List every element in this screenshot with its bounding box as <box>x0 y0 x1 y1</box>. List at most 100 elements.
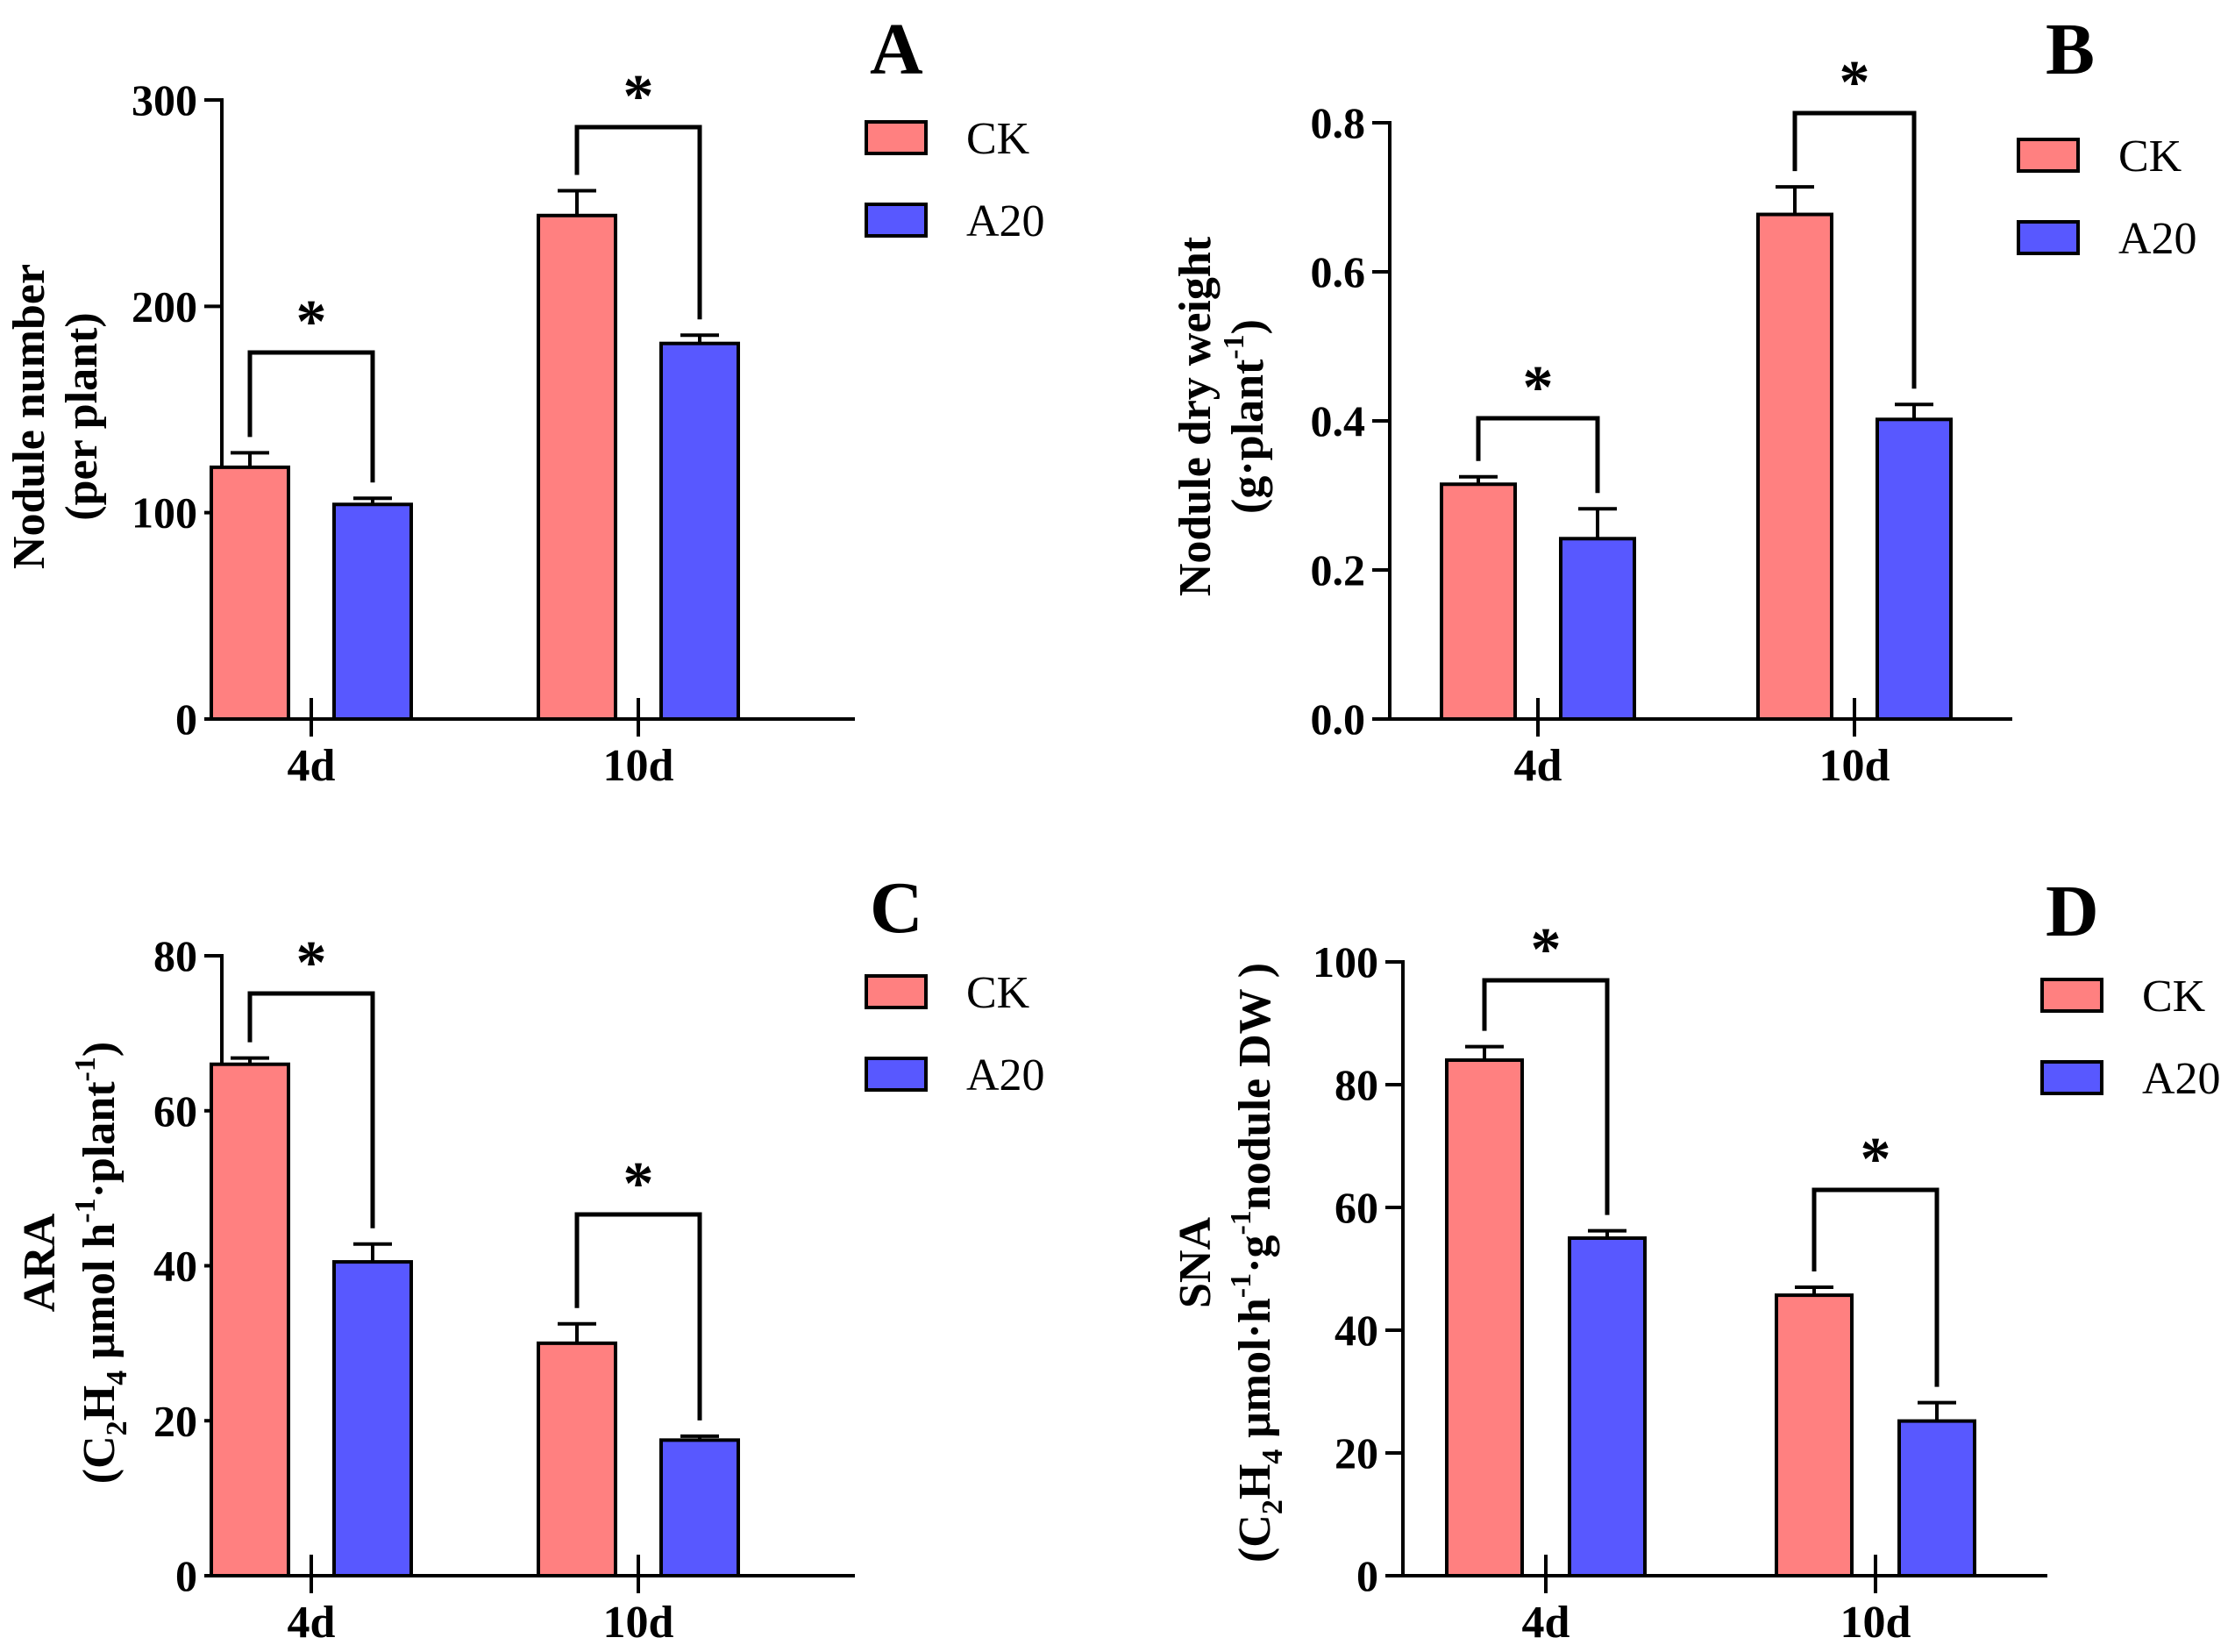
plot-area-d: 0 20 40 60 80 100 4d * 10d * CK A20 <box>1313 916 2221 1648</box>
y-tick-label: 20 <box>1335 1428 1378 1478</box>
panel-letter-d: D <box>2046 871 2099 952</box>
x-tick-label: 4d <box>288 741 336 791</box>
legend-label-ck: CK <box>966 968 1030 1018</box>
bar-a20 <box>332 502 413 722</box>
bar-a20 <box>1897 1419 1976 1577</box>
bar-a20 <box>1876 417 1953 721</box>
significance-bracket <box>574 1212 702 1421</box>
x-tick-label: 4d <box>288 1598 336 1648</box>
x-tick-label: 10d <box>1819 741 1890 791</box>
y-tick-label: 0.2 <box>1311 545 1366 595</box>
legend-swatch-ck <box>865 974 928 1009</box>
panel-letter-b: B <box>2046 9 2095 90</box>
legend-swatch-a20 <box>865 203 928 238</box>
y-tick-label: 80 <box>153 931 197 980</box>
bar-a20 <box>1568 1236 1647 1577</box>
y-tick-label: 0.4 <box>1311 396 1366 445</box>
plot-area-c: 0 20 40 60 80 4d * 10d * CK A20 <box>153 929 1045 1648</box>
x-tick-label: 4d <box>1514 741 1562 791</box>
y-tick-label: 60 <box>1335 1183 1378 1232</box>
bar-ck <box>537 1341 617 1577</box>
y-axis-title-d: SNA (C2H4 μmol·h-1·g-1nodule DW ) <box>1171 963 1289 1563</box>
legend-swatch-a20 <box>2017 220 2080 255</box>
y-tick-label: 100 <box>132 488 197 538</box>
legend-swatch-ck <box>2040 978 2103 1013</box>
y-tick-label: 100 <box>1313 937 1378 986</box>
y-tick-label: 60 <box>153 1086 197 1136</box>
significance-bracket <box>1811 1187 1940 1387</box>
x-tick-label: 10d <box>603 741 674 791</box>
legend-label-ck: CK <box>966 114 1030 164</box>
bar-ck <box>1775 1293 1854 1577</box>
y-tick-label: 200 <box>132 281 197 331</box>
y-axis-title-line2: (per plant) <box>57 312 107 520</box>
significance-bracket <box>1476 416 1600 494</box>
y-axis-title-a: Nodule number (per plant) <box>4 264 107 569</box>
significance-bracket <box>247 991 375 1228</box>
panel-d: D SNA (C2H4 μmol·h-1·g-1nodule DW ) 0 20 4… <box>1171 871 2221 1648</box>
y-tick-label: 80 <box>1335 1060 1378 1109</box>
y-axis-title-line2: (g·plant-1) <box>1218 319 1273 514</box>
legend-label-a20: A20 <box>2142 1054 2221 1104</box>
y-axis-title-line2: (C2H4 μmol·h-1·g-1nodule DW ) <box>1225 963 1289 1563</box>
panel-letter-a: A <box>870 9 923 90</box>
significance-star: * <box>1531 916 1562 984</box>
significance-bracket <box>574 125 702 320</box>
y-axis-title-line1: SNA <box>1171 1217 1221 1308</box>
y-axis-title-line1: ARA <box>15 1213 65 1312</box>
significance-bracket <box>1792 110 1917 389</box>
significance-star: * <box>623 63 654 131</box>
legend-label-ck: CK <box>2118 132 2182 182</box>
y-tick-label: 300 <box>132 75 197 125</box>
y-tick-label: 40 <box>1335 1306 1378 1355</box>
y-axis-title-c: ARA (C2H4 μmol h-1·plant-1) <box>15 1042 133 1484</box>
y-tick-label: 0.0 <box>1311 694 1366 744</box>
x-tick-label: 4d <box>1522 1598 1570 1648</box>
bar-ck <box>1756 212 1833 722</box>
y-axis-title-line2: (C2H4 μmol h-1·plant-1) <box>69 1042 133 1484</box>
significance-star: * <box>1861 1126 1891 1193</box>
y-tick-label: 20 <box>153 1396 197 1445</box>
significance-bracket <box>247 350 375 483</box>
y-axis-title-line1: Nodule number <box>4 264 54 569</box>
significance-star: * <box>1840 49 1870 117</box>
bar-ck <box>537 213 617 721</box>
x-tick-label: 10d <box>1840 1598 1911 1648</box>
panel-b: B Nodule dry weight (g·plant-1) 0.00.20.… <box>1171 9 2197 791</box>
bar-ck <box>210 1062 290 1577</box>
bar-a20 <box>659 1438 740 1577</box>
bar-a20 <box>659 341 740 721</box>
bar-ck <box>1440 482 1517 721</box>
legend-label-a20: A20 <box>2118 214 2197 264</box>
panel-letter-c: C <box>870 867 923 949</box>
legend-swatch-a20 <box>865 1057 928 1092</box>
y-tick-label: 0.6 <box>1311 247 1366 296</box>
y-axis-title-b: Nodule dry weight (g·plant-1) <box>1171 236 1273 596</box>
significance-star: * <box>1523 354 1554 422</box>
panel-a: A Nodule number (per plant) 0 100 200 300 4d… <box>4 9 1045 791</box>
plot-area-b: 0.0 0.2 0.4 0.6 0.8 4d * 10d * CK A20 <box>1311 49 2197 791</box>
legend-label-a20: A20 <box>966 196 1045 246</box>
legend-swatch-ck <box>2017 138 2080 173</box>
significance-bracket <box>1482 978 1610 1215</box>
significance-star: * <box>296 929 327 997</box>
significance-star: * <box>623 1150 654 1218</box>
plot-area-a: 0 100 200 300 4d * 10d * CK A20 <box>132 63 1045 791</box>
y-axis-title-line1: Nodule dry weight <box>1171 236 1221 596</box>
x-tick-label: 10d <box>603 1598 674 1648</box>
y-tick-label: 0.8 <box>1311 98 1366 147</box>
y-tick-label: 0 <box>175 694 197 744</box>
significance-star: * <box>296 288 327 356</box>
legend-label-a20: A20 <box>966 1050 1045 1100</box>
bar-a20 <box>1559 537 1636 721</box>
legend-label-ck: CK <box>2142 972 2206 1022</box>
bar-ck <box>210 465 290 721</box>
y-tick-label: 40 <box>153 1242 197 1291</box>
panel-c: C ARA (C2H4 μmol h-1·plant-1) 0 20 40 60 80 4… <box>15 867 1045 1648</box>
y-tick-label: 0 <box>175 1551 197 1600</box>
legend-swatch-a20 <box>2040 1060 2103 1095</box>
bar-ck <box>1445 1058 1524 1577</box>
y-tick-label: 0 <box>1356 1551 1378 1600</box>
bar-a20 <box>332 1260 413 1578</box>
